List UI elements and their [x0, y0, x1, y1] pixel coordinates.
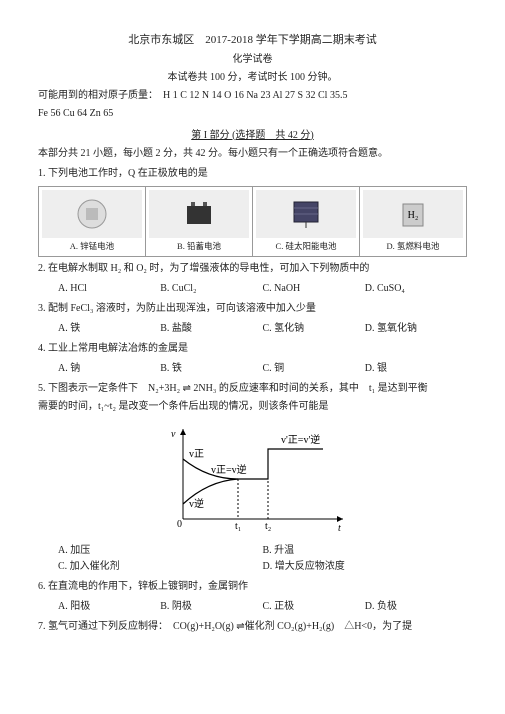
q6-b: B. 阴极: [160, 599, 262, 615]
opt-d: D. 氢燃料电池: [387, 241, 440, 251]
q5-c: C. 加入催化剂: [58, 559, 263, 575]
rate-graph: 0 t₁ t₂ t v v正 v逆 v正=v逆 v'正=v'逆: [153, 419, 353, 539]
q3-c: C. 氢化钠: [263, 321, 365, 337]
v-axis: v: [171, 429, 176, 440]
q6-text: 6. 在直流电的作用下，锌板上镀铜时，金属铜作: [38, 579, 467, 595]
battery-icon: [42, 190, 142, 238]
t-axis: t: [338, 523, 341, 534]
fuel-cell-icon: H₂: [363, 190, 463, 238]
q5-b: B. 升温: [263, 543, 468, 559]
q4-d: D. 银: [365, 361, 467, 377]
ve-label: v正=v逆: [211, 463, 247, 476]
q6-d: D. 负极: [365, 599, 467, 615]
q3-text: 3. 配制 FeCl₃ 溶液时，为防止出现浑浊，可向该溶液中加入少量: [38, 301, 467, 317]
q4-c: C. 铜: [263, 361, 365, 377]
q5-text: 5. 下图表示一定条件下 N₂+3H₂ ⇌ 2NH₃ 的反应速率和时间的关系，其…: [38, 381, 467, 397]
lead-battery-icon: [149, 190, 249, 238]
q4-text: 4. 工业上常用电解法冶炼的金属是: [38, 341, 467, 357]
q6-a: A. 阳极: [58, 599, 160, 615]
q5-a: A. 加压: [58, 543, 263, 559]
vf-label: v'正=v'逆: [281, 433, 320, 446]
exam-title: 北京市东城区 2017-2018 学年下学期高二期末考试: [38, 32, 467, 50]
q1-images: A. 锌锰电池 B. 铅蓄电池 C. 硅太阳能电池 H₂ D. 氢燃料电池: [38, 186, 467, 258]
t1-label: t₁: [235, 521, 241, 532]
q6-c: C. 正极: [263, 599, 365, 615]
part-header: 第 I 部分 (选择题 共 42 分): [38, 128, 467, 144]
opt-b: B. 铅蓄电池: [177, 241, 221, 251]
q4-a: A. 钠: [58, 361, 160, 377]
atomic-mass: 可能用到的相对原子质量： H 1 C 12 N 14 O 16 Na 23 Al…: [38, 88, 467, 104]
part-intro: 本部分共 21 小题，每小题 2 分，共 42 分。每小题只有一个正确选项符合题…: [38, 146, 467, 162]
vn-label: v逆: [189, 497, 204, 510]
q3-d: D. 氢氧化钠: [365, 321, 467, 337]
q2-text: 2. 在电解水制取 H₂ 和 O₂ 时，为了增强液体的导电性，可加入下列物质中的: [38, 261, 467, 277]
q2-d: D. CuSO₄: [365, 281, 467, 297]
svg-text:H₂: H₂: [408, 210, 419, 221]
q3-b: B. 盐酸: [160, 321, 262, 337]
score-time: 本试卷共 100 分，考试时长 100 分钟。: [38, 70, 467, 86]
q4-b: B. 铁: [160, 361, 262, 377]
opt-a: A. 锌锰电池: [70, 241, 114, 251]
solar-icon: [256, 190, 356, 238]
q2-b: B. CuCl₂: [160, 281, 262, 297]
q7-text: 7. 氢气可通过下列反应制得： CO(g)+H₂O(g) ⇌催化剂 CO₂(g)…: [38, 619, 467, 635]
q2-a: A. HCl: [58, 281, 160, 297]
q5-d: D. 增大反应物浓度: [263, 559, 468, 575]
subject: 化学试卷: [38, 52, 467, 68]
atomic-mass-2: Fe 56 Cu 64 Zn 65: [38, 106, 467, 122]
q3-a: A. 铁: [58, 321, 160, 337]
origin-label: 0: [177, 519, 182, 530]
q2-c: C. NaOH: [263, 281, 365, 297]
q5-text2: 需要的时间，t₁~t₂ 是改变一个条件后出现的情况，则该条件可能是: [38, 399, 467, 415]
t2-label: t₂: [265, 521, 271, 532]
q1-text: 1. 下列电池工作时，Q 在正极放电的是: [38, 166, 467, 182]
vz-label: v正: [189, 449, 204, 460]
opt-c: C. 硅太阳能电池: [276, 241, 337, 251]
